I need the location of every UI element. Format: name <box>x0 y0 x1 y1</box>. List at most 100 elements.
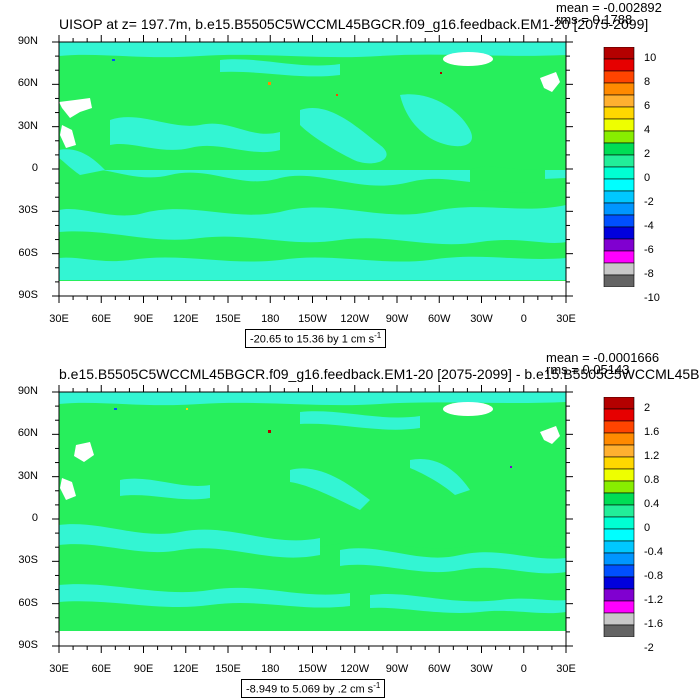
labelbar-box <box>603 274 635 287</box>
labelbar-label: 6 <box>644 100 651 112</box>
labelbar-box <box>603 178 635 192</box>
missing-band <box>59 631 566 646</box>
lon-tick-label: 150W <box>298 663 327 675</box>
tropical-band <box>290 468 370 510</box>
labelbar-label: -0.8 <box>644 570 663 582</box>
mid-band <box>370 594 566 614</box>
labelbar-box <box>603 58 635 72</box>
speckle <box>440 72 442 74</box>
labelbar-box <box>603 492 635 506</box>
labelbar-label: 2 <box>644 402 651 414</box>
labelbar-label: 0.8 <box>644 474 660 486</box>
speckle <box>336 94 338 96</box>
labelbar-box <box>603 588 635 602</box>
labelbar-box <box>603 154 635 168</box>
tropical-band <box>300 108 387 164</box>
tropical-band <box>410 458 470 495</box>
labelbar <box>603 397 635 637</box>
labelbar-box <box>603 238 635 252</box>
labelbar-box <box>603 408 635 422</box>
labelbar-label: 2 <box>644 148 651 160</box>
labelbar-box <box>603 456 635 470</box>
labelbar-box <box>603 504 635 518</box>
labelbar-box <box>603 576 635 590</box>
labelbar-label: -1.6 <box>644 618 663 630</box>
labelbar-box <box>603 226 635 240</box>
labelbar-box <box>603 528 635 542</box>
lat-tick-label: 30N <box>17 469 38 482</box>
labelbar-box <box>603 397 635 410</box>
mid-band <box>59 167 566 216</box>
axis-ticks <box>52 35 573 303</box>
mid-band <box>340 548 566 574</box>
lon-tick-label: 120W <box>340 663 370 675</box>
speckle <box>510 466 512 468</box>
labelbar-label: 8 <box>644 76 651 88</box>
land-mask <box>59 98 92 118</box>
labelbar-label: -0.4 <box>644 546 663 558</box>
tropical-band <box>400 94 472 147</box>
lon-tick-label: 150E <box>215 313 241 325</box>
mid-band <box>59 231 566 262</box>
unit-exponent: -1 <box>373 681 381 690</box>
labelbar-box <box>603 444 635 458</box>
speckle <box>112 59 115 61</box>
missing-band <box>59 281 566 296</box>
lat-tick-label: 90N <box>17 385 38 397</box>
lat-tick-label: 60S <box>18 246 38 259</box>
land-mask <box>60 125 76 148</box>
mean-value: mean = -0.0001666 <box>546 350 660 365</box>
lat-tick-label: 0 <box>31 512 38 524</box>
lat-tick-label: 60N <box>17 427 38 440</box>
map-title: UISOP at z= 197.7m, b.e15.B5505C5WCCML45… <box>59 16 649 32</box>
labelbar-box <box>603 480 635 494</box>
labelbar-box <box>603 106 635 120</box>
arctic-field <box>300 411 420 430</box>
speckle <box>114 408 117 410</box>
map-title: b.e15.B5505C5WCCML45BGCR.f09_g16.feedbac… <box>59 366 700 382</box>
labelbar-box <box>603 420 635 434</box>
tropical-band <box>110 117 280 153</box>
lon-tick-label: 90W <box>385 663 409 675</box>
labelbar-box <box>603 190 635 204</box>
labelbar-label: -2 <box>644 196 654 208</box>
contour-range: -8.949 to 5.069 by .2 cm s <box>246 683 374 696</box>
labelbar-label: 10 <box>644 52 657 64</box>
labelbar-box <box>603 540 635 554</box>
lon-tick-label: 90E <box>133 663 154 675</box>
labelbar-box <box>603 600 635 614</box>
tropical-band <box>120 478 210 500</box>
arctic-field <box>59 392 566 406</box>
labelbar-label: -1.2 <box>644 594 663 606</box>
labelbar-box <box>603 612 635 626</box>
rms-value: rms = 0.1788 <box>556 12 633 27</box>
contour-range-box: -20.65 to 15.36 by 1 cm s-1 <box>245 329 387 348</box>
lon-tick-label: 30E <box>49 313 69 325</box>
labelbar-box <box>603 432 635 446</box>
labelbar-label: 0.4 <box>644 498 660 510</box>
labelbar-box <box>603 262 635 276</box>
contour-range-box: -8.949 to 5.069 by .2 cm s-1 <box>241 679 386 698</box>
labelbar-box <box>603 468 635 482</box>
axis-ticks <box>52 385 573 653</box>
lon-tick-label: 30E <box>49 663 69 675</box>
lat-tick-label: 90S <box>18 639 38 651</box>
lon-tick-label: 60W <box>427 663 451 675</box>
lon-tick-label: 180 <box>261 663 280 675</box>
labelbar-box <box>603 516 635 530</box>
labelbar-label: -6 <box>644 244 654 256</box>
lon-tick-label: 0 <box>520 313 527 325</box>
lat-tick-label: 90N <box>17 35 38 47</box>
lon-tick-label: 90W <box>385 313 409 325</box>
lon-tick-label: 60E <box>91 663 112 675</box>
lon-tick-label: 150E <box>215 663 241 675</box>
labelbar-label: 1.2 <box>644 450 660 462</box>
labelbar-box <box>603 250 635 264</box>
lon-tick-label: 0 <box>520 663 527 675</box>
speckle <box>268 82 271 85</box>
labelbar-box <box>603 214 635 228</box>
labelbar-box <box>603 142 635 156</box>
land-mask <box>540 426 560 444</box>
unit-exponent: -1 <box>374 331 382 340</box>
mid-band <box>470 166 545 193</box>
